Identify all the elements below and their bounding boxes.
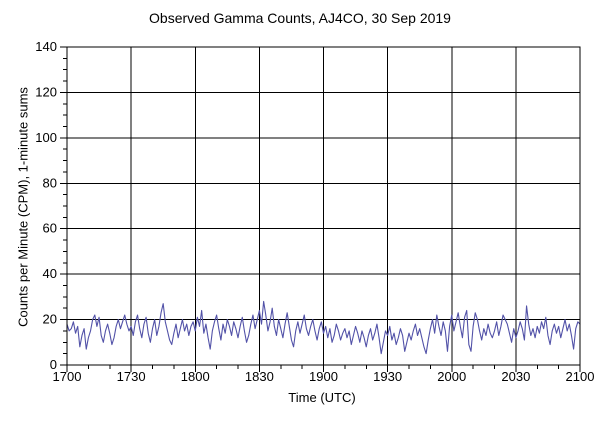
- y-tick-label: 140: [35, 39, 57, 54]
- x-tick-label: 2030: [501, 369, 530, 384]
- y-tick-label: 60: [43, 221, 57, 236]
- y-tick-label: 40: [43, 266, 57, 281]
- x-tick-label: 1900: [309, 369, 338, 384]
- data-line: [66, 300, 581, 355]
- y-tick-label: 100: [35, 130, 57, 145]
- y-tick-label: 20: [43, 312, 57, 327]
- x-tick-label: 2000: [437, 369, 466, 384]
- plot-border: [66, 46, 581, 366]
- x-tick-label: 1700: [53, 369, 82, 384]
- y-tick-label: 120: [35, 84, 57, 99]
- x-axis-label: Time (UTC): [288, 390, 356, 405]
- x-tick-label: 1800: [181, 369, 210, 384]
- y-tick-label: 80: [43, 175, 57, 190]
- y-tick-label: 0: [50, 357, 57, 372]
- x-tick-label: 2100: [566, 369, 595, 384]
- x-tick-label: 1730: [117, 369, 146, 384]
- x-tick-label: 1830: [245, 369, 274, 384]
- chart-title: Observed Gamma Counts, AJ4CO, 30 Sep 201…: [149, 10, 451, 26]
- x-tick-label: 1930: [373, 369, 402, 384]
